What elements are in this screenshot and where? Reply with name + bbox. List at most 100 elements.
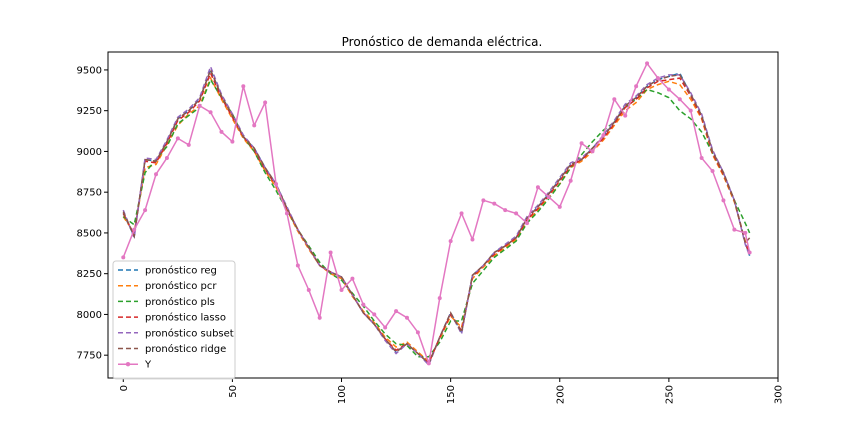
series-pron-stico-ridge: [122, 67, 751, 365]
series-pron-stico-pcr: [122, 76, 751, 363]
legend-item-pron-stico-ridge: pronóstico ridge: [118, 343, 226, 355]
x-tick-label: 300: [774, 385, 785, 404]
legend-item-pron-stico-reg: pronóstico reg: [118, 265, 217, 277]
x-tick-label: 0: [119, 385, 130, 391]
legend-item-pron-stico-subset: pronóstico subset: [118, 327, 234, 339]
data-point-y: [503, 208, 508, 213]
data-point-y: [284, 211, 289, 216]
data-point-y: [230, 139, 235, 144]
x-tick-label: 200: [555, 385, 566, 404]
plot-area: [121, 61, 752, 367]
data-point-y: [481, 198, 486, 203]
legend: pronóstico reg pronóstico pcr pronóstico p…: [112, 260, 236, 380]
data-point-y: [415, 330, 420, 335]
data-point-y: [612, 97, 617, 102]
legend-item-y: Y: [118, 360, 152, 371]
data-point-y: [274, 182, 279, 187]
y-tick-label: 8500: [77, 228, 102, 239]
series-line-pron-stico-pcr: [122, 76, 751, 363]
y-tick-label: 9250: [77, 106, 102, 117]
data-point-y: [688, 108, 693, 113]
data-point-y: [186, 142, 191, 147]
data-point-y: [666, 87, 671, 92]
data-point-y: [747, 250, 752, 255]
data-point-y: [525, 221, 530, 226]
y-tick-label: 8000: [77, 310, 102, 321]
data-point-y: [546, 195, 551, 200]
y-tick-label: 7750: [77, 351, 102, 362]
series-y: [121, 61, 752, 366]
series-line-pron-stico-ridge: [122, 67, 751, 365]
data-point-y: [350, 276, 355, 281]
legend-label: pronóstico pcr: [145, 280, 217, 292]
data-point-y: [677, 97, 682, 102]
data-point-y: [241, 84, 246, 89]
data-point-y: [492, 201, 497, 206]
data-point-y: [601, 133, 606, 138]
x-tick-label: 50: [228, 385, 239, 398]
legend-box: [112, 260, 236, 380]
data-point-y: [732, 227, 737, 232]
data-point-y: [426, 361, 431, 366]
data-point-y: [252, 123, 257, 128]
data-point-y: [448, 239, 453, 244]
x-tick-label: 250: [664, 385, 675, 404]
data-point-y: [164, 155, 169, 160]
data-point-y: [623, 113, 628, 118]
data-point-y: [743, 230, 748, 235]
data-point-y: [306, 287, 311, 292]
data-point-y: [514, 211, 519, 216]
legend-item-pron-stico-pcr: pronóstico pcr: [118, 280, 217, 292]
x-axis: 0 50 100 150 200 250 300: [119, 378, 785, 404]
y-axis: 7750 8000 8250 8500 8750 9000 9250 9500: [77, 65, 108, 362]
data-point-y: [655, 76, 660, 81]
data-point-y: [404, 315, 409, 320]
data-point-y: [394, 309, 399, 314]
y-tick-label: 8750: [77, 188, 102, 199]
data-point-y: [328, 250, 333, 255]
data-point-y: [295, 263, 300, 268]
data-point-y: [143, 208, 148, 213]
legend-label: pronóstico reg: [145, 265, 217, 277]
data-point-y: [372, 312, 377, 317]
data-point-y: [459, 211, 464, 216]
plot-frame: [107, 51, 779, 379]
data-point-y: [710, 168, 715, 173]
y-tick-label: 9500: [77, 65, 102, 76]
legend-item-pron-stico-pls: pronóstico pls: [118, 296, 215, 308]
data-point-y: [568, 178, 573, 183]
data-point-y: [208, 110, 213, 115]
data-point-y: [132, 227, 137, 232]
data-point-y: [361, 302, 366, 307]
data-point-y: [317, 315, 322, 320]
x-tick-label: 150: [446, 385, 457, 404]
data-point-y: [197, 103, 202, 108]
data-point-y: [470, 237, 475, 242]
chart-title: Pronóstico de demanda eléctrica.: [342, 35, 543, 49]
y-tick-label: 9000: [77, 147, 102, 158]
data-point-y: [634, 84, 639, 89]
data-point-y: [590, 149, 595, 154]
legend-item-pron-stico-lasso: pronóstico lasso: [118, 312, 226, 324]
data-point-y: [699, 155, 704, 160]
data-point-y: [535, 185, 540, 190]
data-point-y: [579, 141, 584, 146]
y-tick-label: 8250: [77, 269, 102, 280]
data-point-y: [263, 100, 268, 105]
series-pron-stico-subset: [122, 64, 751, 367]
data-point-y: [219, 129, 224, 134]
data-point-y: [721, 198, 726, 203]
legend-label: pronóstico lasso: [145, 312, 226, 324]
legend-label: Y: [144, 360, 152, 371]
data-point-y: [154, 172, 159, 177]
series-line-pron-stico-subset: [122, 64, 751, 367]
data-point-y: [437, 296, 442, 301]
data-point-y: [175, 136, 180, 141]
data-point-y: [557, 204, 562, 209]
legend-label: pronóstico subset: [145, 327, 234, 339]
legend-marker: [125, 362, 131, 367]
legend-label: pronóstico ridge: [145, 343, 226, 355]
x-tick-label: 100: [337, 385, 348, 404]
